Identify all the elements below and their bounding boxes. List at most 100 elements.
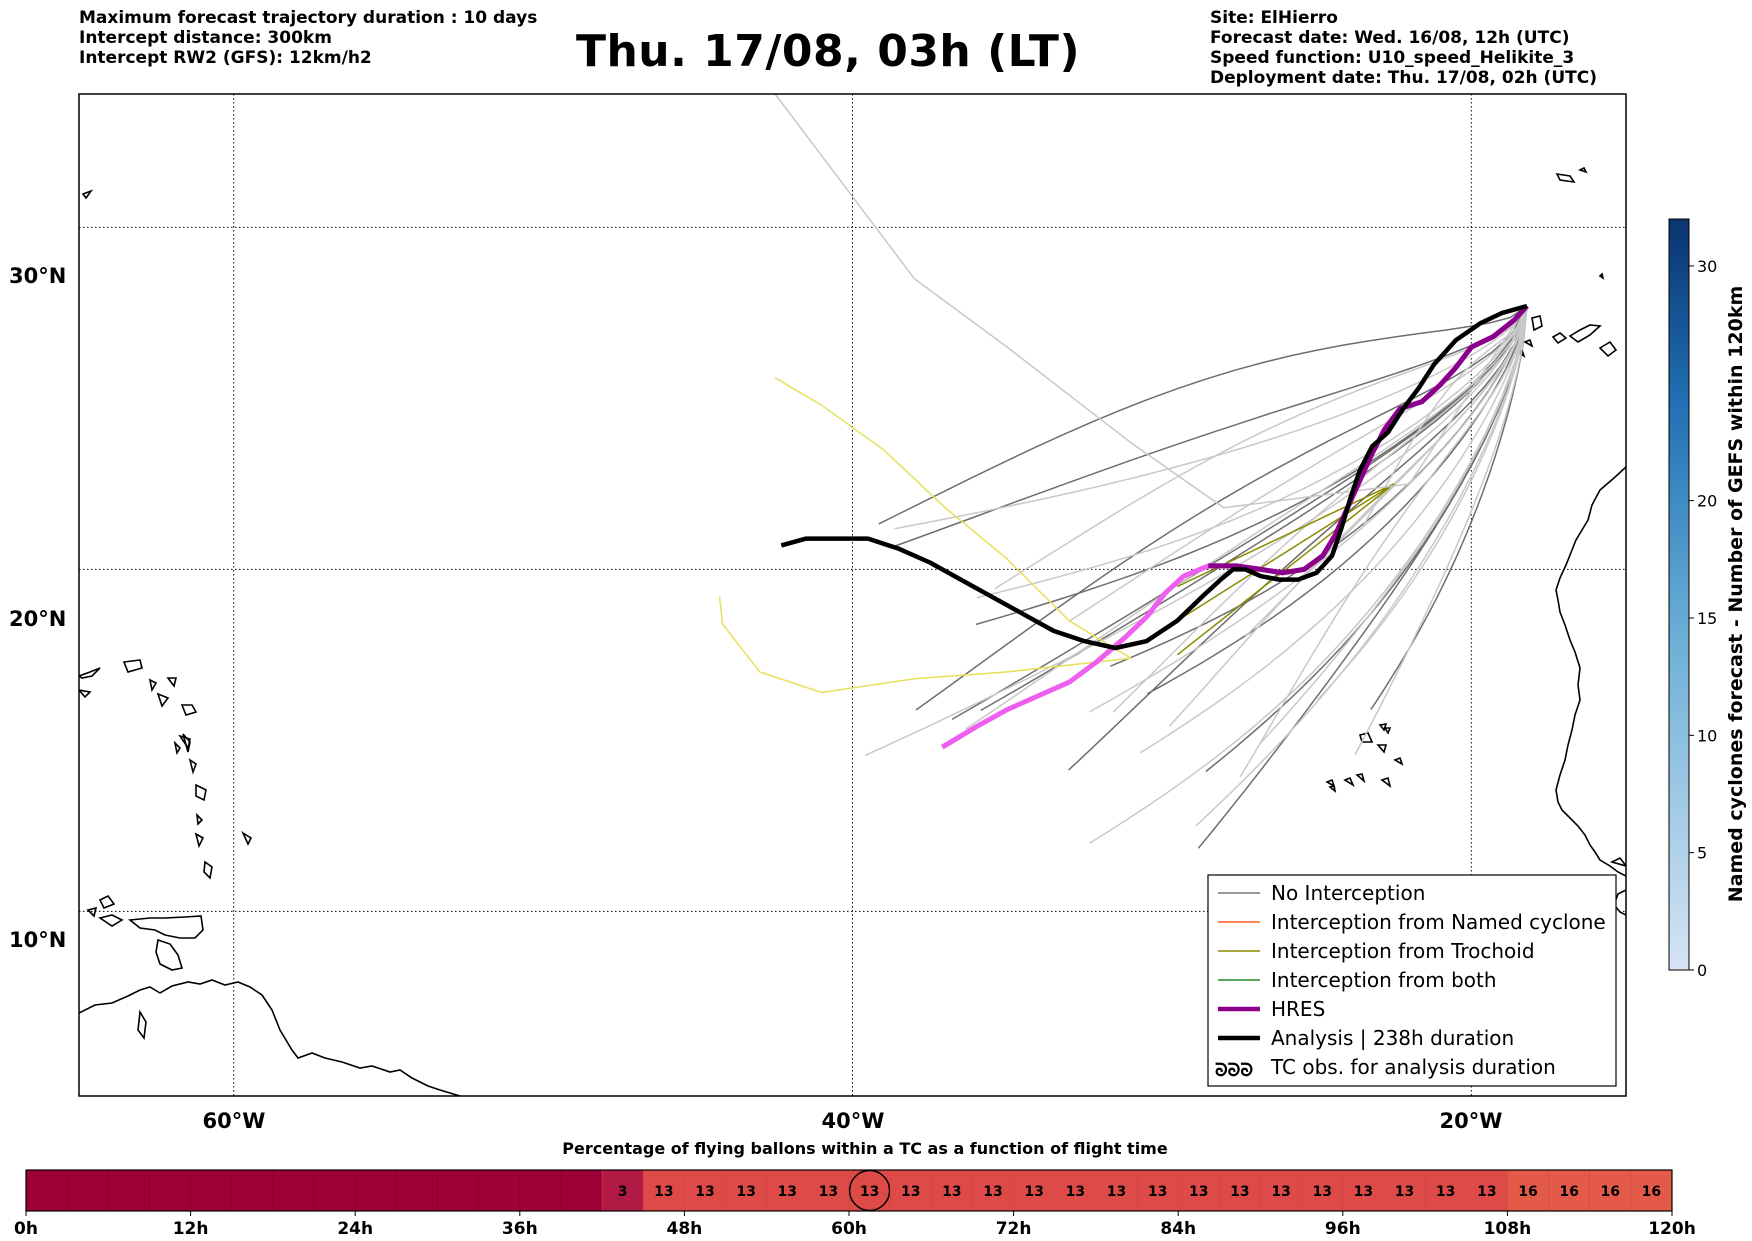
ensemble-trajectory bbox=[1245, 305, 1528, 637]
timeline-tick-label: 120h bbox=[1648, 1219, 1696, 1239]
colorbar-tick-label: 5 bbox=[1697, 844, 1707, 863]
cape-verde-4 bbox=[1383, 727, 1392, 735]
colorbar: 0 5 10 15 20 30 Named cyclones forecast - Num… bbox=[1668, 218, 1747, 980]
timeline-cell bbox=[1095, 1169, 1138, 1212]
cape-verde-3 bbox=[1378, 722, 1388, 732]
header-right-info: Site: ElHierro Forecast date: Wed. 16/08… bbox=[1210, 8, 1597, 88]
timeline-cell-value: 13 bbox=[942, 1184, 961, 1200]
antilles-7 bbox=[182, 733, 191, 753]
timeline-cell-value: 16 bbox=[1559, 1184, 1578, 1200]
colorbar-tick-label: 30 bbox=[1697, 257, 1717, 276]
cape-verde-8 bbox=[1325, 778, 1336, 788]
site-text: Site: ElHierro bbox=[1210, 8, 1338, 28]
caribbean-island-j bbox=[86, 906, 98, 918]
ensemble-trajectory bbox=[1370, 305, 1528, 710]
lon-label-20w: 20°W bbox=[1440, 1109, 1503, 1133]
legend-label-hres: HRES bbox=[1271, 997, 1325, 1021]
cape-verde-6 bbox=[1380, 776, 1392, 788]
caribbean-island-i bbox=[98, 894, 116, 910]
canary-1 bbox=[1531, 315, 1543, 332]
iberia-tip bbox=[1609, 856, 1626, 867]
timeline-tick-label: 24h bbox=[337, 1219, 373, 1239]
caribbean-island-g bbox=[173, 740, 182, 756]
antilles-1 bbox=[203, 860, 213, 880]
deployment-date-text: Deployment date: Thu. 17/08, 02h (UTC) bbox=[1210, 68, 1597, 88]
timeline-cell-value: 13 bbox=[654, 1184, 673, 1200]
timeline-cell-value: 13 bbox=[1436, 1184, 1455, 1200]
timeline-cell-value: 13 bbox=[1024, 1184, 1043, 1200]
canary-2 bbox=[1551, 332, 1568, 345]
page-title: Thu. 17/08, 03h (LT) bbox=[0, 26, 1752, 77]
trochoid-trajectory bbox=[1176, 483, 1395, 656]
legend-label-both: Interception from both bbox=[1271, 968, 1497, 992]
legend-label-analysis: Analysis | 238h duration bbox=[1271, 1026, 1514, 1050]
lat-label-30n: 30°N bbox=[9, 264, 66, 288]
antilles-10 bbox=[156, 692, 170, 708]
timeline-cell-value: 13 bbox=[1271, 1184, 1290, 1200]
timeline-cell-value: 16 bbox=[1601, 1184, 1620, 1200]
timeline-cell-value: 16 bbox=[1518, 1184, 1537, 1200]
map-panel: 30°N 20°N 10°N 60°W 40°W 20°W No Interce… bbox=[9, 93, 1627, 1133]
timeline-cell-value: 13 bbox=[736, 1184, 755, 1200]
timeline-cell-value: 13 bbox=[1312, 1184, 1331, 1200]
ensemble-trajectories bbox=[718, 94, 1528, 849]
ensemble-trajectory-yellow bbox=[774, 377, 1132, 659]
cape-verde-2 bbox=[1376, 744, 1388, 754]
timeline-cell bbox=[1507, 1169, 1549, 1212]
ensemble-trajectory bbox=[1239, 305, 1528, 778]
timeline-tick-label: 12h bbox=[173, 1219, 209, 1239]
timeline-cell-value: 13 bbox=[819, 1184, 838, 1200]
ensemble-trajectory bbox=[965, 305, 1528, 730]
speed-function-text: Speed function: U10_speed_Helikite_3 bbox=[1210, 48, 1575, 68]
legend: No Interception Interception from Named … bbox=[1207, 874, 1617, 1087]
colorbar-tick-label: 15 bbox=[1697, 609, 1717, 628]
lat-label-20n: 20°N bbox=[9, 607, 66, 631]
timeline-cell bbox=[1424, 1169, 1467, 1212]
timeline-tick-label: 108h bbox=[1484, 1219, 1532, 1239]
timeline-cell-value: 13 bbox=[1107, 1184, 1126, 1200]
ensemble-trajectory bbox=[994, 305, 1528, 590]
timeline-cells: 3 13 13 13 13 13 13 13 13 13 13 13 13 13 13 13 13 13 13 13 1… bbox=[26, 1169, 1673, 1212]
timeline-cell-value: 13 bbox=[901, 1184, 920, 1200]
ensemble-trajectory bbox=[1068, 305, 1528, 622]
cape-verde-9 bbox=[1343, 776, 1355, 788]
colorbar-label: Named cyclones forecast - Number of GEFS… bbox=[1725, 286, 1747, 903]
timeline-cell bbox=[1219, 1169, 1261, 1212]
timeline-cell-value: 13 bbox=[695, 1184, 714, 1200]
legend-label-tc-obs: TC obs. for analysis duration bbox=[1270, 1055, 1556, 1079]
ensemble-trajectory bbox=[1205, 305, 1528, 773]
ensemble-trajectory bbox=[1195, 305, 1528, 827]
cape-verde-5 bbox=[1393, 756, 1404, 766]
timeline-cell-value: 13 bbox=[1066, 1184, 1085, 1200]
timeline-cell-value: 13 bbox=[1477, 1184, 1496, 1200]
timeline-title: Percentage of flying ballons within a TC… bbox=[562, 1139, 1168, 1158]
timeline-cell bbox=[1136, 1169, 1179, 1212]
timeline-tick-label: 60h bbox=[831, 1219, 867, 1239]
coastlines bbox=[79, 166, 1626, 1096]
lat-label-10n: 10°N bbox=[9, 928, 66, 952]
timeline-cell bbox=[1466, 1169, 1508, 1212]
max-duration-text: Maximum forecast trajectory duration : 1… bbox=[79, 8, 538, 28]
lon-label-60w: 60°W bbox=[203, 1109, 266, 1133]
legend-label-no-interception: No Interception bbox=[1271, 881, 1425, 905]
analysis-trajectory bbox=[780, 303, 1528, 651]
caribbean-island-e bbox=[79, 667, 101, 679]
timeline-cell bbox=[1342, 1169, 1385, 1212]
timeline-cell-value: 13 bbox=[778, 1184, 797, 1200]
ensemble-trajectory bbox=[915, 305, 1528, 711]
caribbean-island-k bbox=[166, 677, 178, 688]
timeline-cell bbox=[1548, 1169, 1590, 1212]
ensemble-trajectory bbox=[774, 94, 1528, 509]
bermuda bbox=[81, 189, 94, 200]
cyclone-symbols-icon: ᘐᘐᘐ bbox=[1215, 1060, 1253, 1081]
caribbean-island-b bbox=[127, 915, 204, 939]
hres-trajectory-late bbox=[1208, 304, 1529, 576]
antilles-6 bbox=[180, 704, 198, 716]
timeline-cell-value: 13 bbox=[1189, 1184, 1208, 1200]
canary-5 bbox=[1523, 338, 1534, 348]
antilles-9 bbox=[148, 678, 158, 693]
colorbar-tick-label: 0 bbox=[1697, 961, 1707, 980]
madeira-b bbox=[1577, 166, 1588, 174]
caribbean-island-a bbox=[98, 914, 124, 927]
ensemble-trajectory bbox=[1089, 305, 1528, 844]
